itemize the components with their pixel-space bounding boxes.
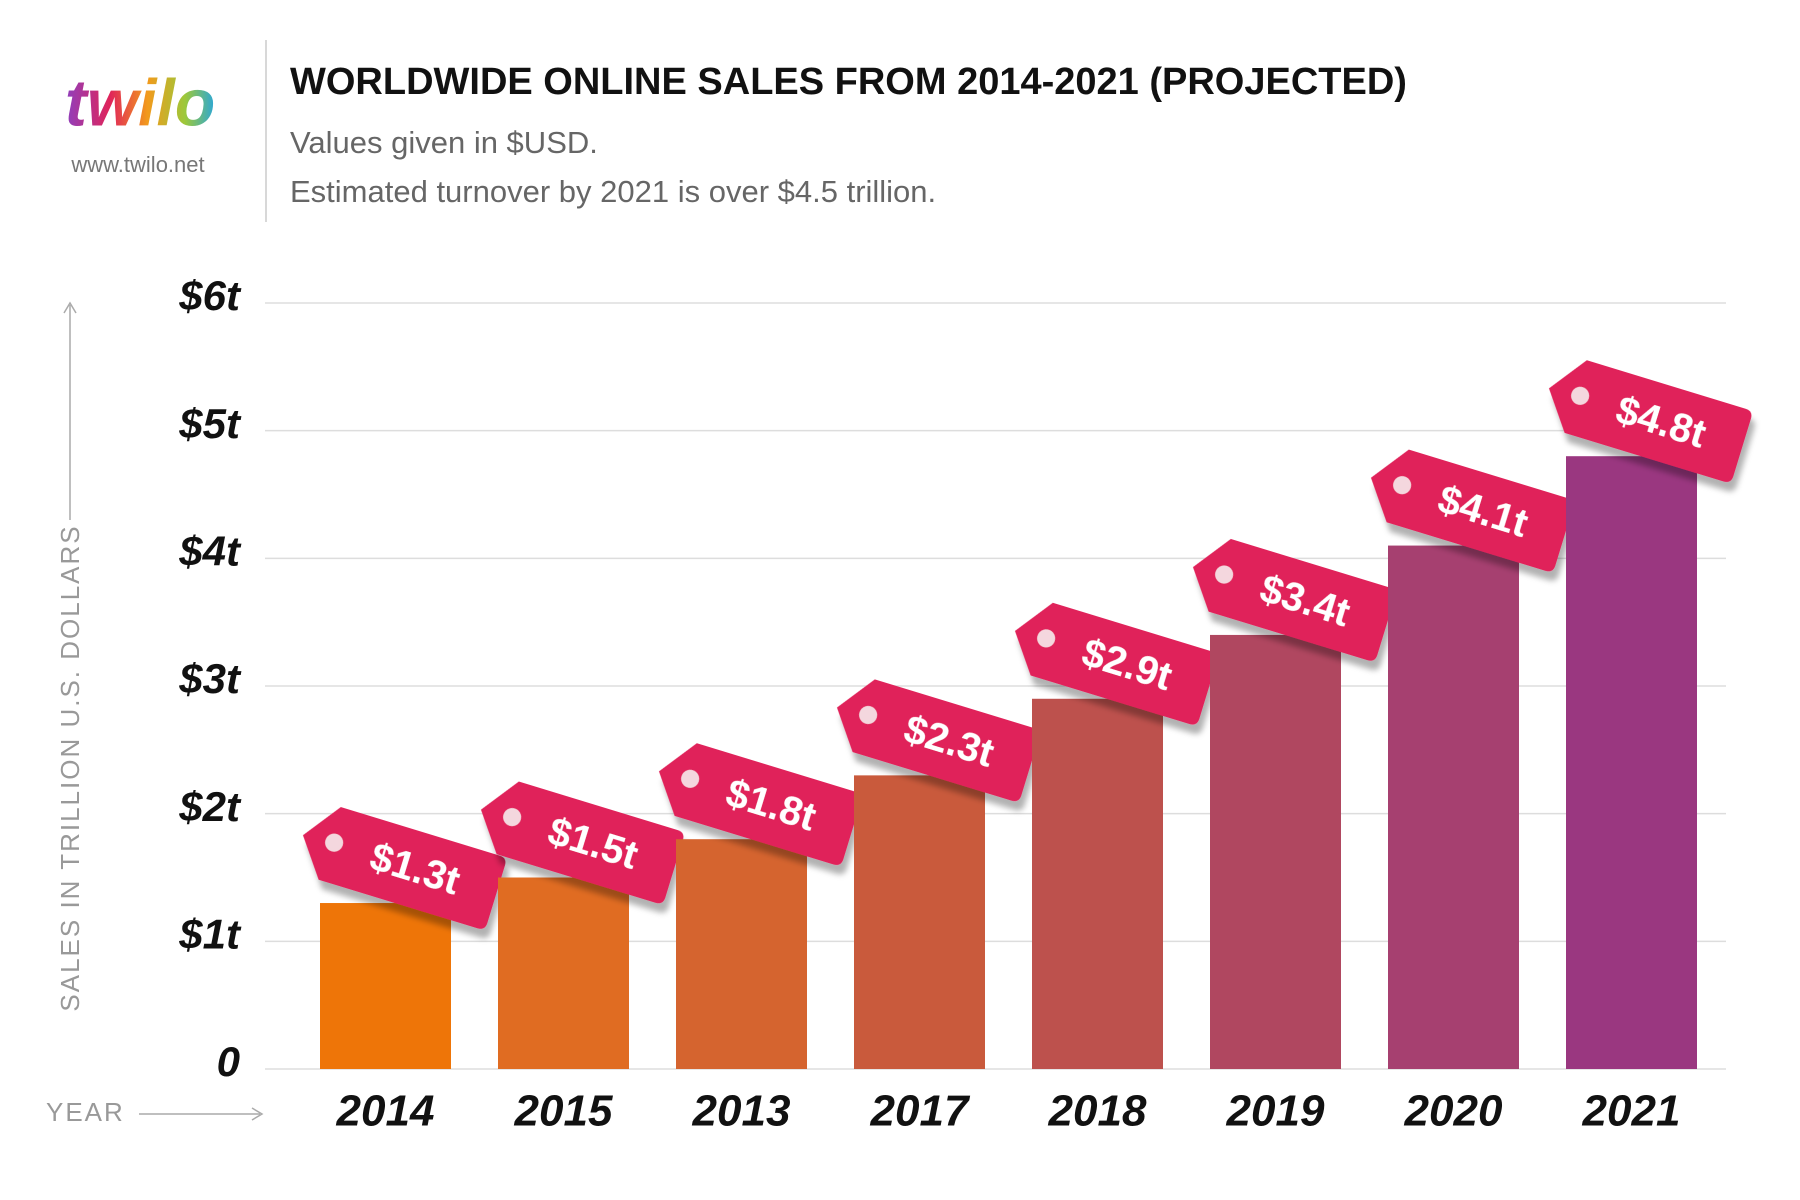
y-tick-label: $1t	[178, 910, 242, 957]
price-tag: $2.9t	[1014, 602, 1218, 725]
price-tag: $1.8t	[658, 743, 862, 865]
bar	[854, 775, 985, 1069]
price-tag-shape	[1192, 538, 1396, 661]
x-tick-label: 2013	[692, 1087, 791, 1136]
price-tag: $1.3t	[302, 807, 506, 929]
price-tag-shape	[1014, 602, 1218, 725]
price-tag-hole	[1037, 629, 1056, 648]
price-tag-hole	[1215, 565, 1234, 584]
bar	[1566, 456, 1697, 1069]
price-tag-hole	[1571, 386, 1590, 405]
price-tag-hole	[503, 808, 522, 827]
x-axis-arrow-head	[251, 1107, 264, 1121]
y-axis-label: SALES IN TRILLION U.S. DOLLARS	[55, 524, 85, 1011]
y-axis-arrow-head	[63, 301, 77, 314]
logo: twilo	[65, 65, 215, 139]
price-tag: $2.3t	[836, 679, 1040, 802]
x-tick-label: 2020	[1404, 1087, 1503, 1136]
x-tick-label: 2015	[514, 1087, 613, 1136]
x-tick-label: 2017	[870, 1087, 971, 1136]
price-tag-shape	[658, 743, 862, 865]
x-tick-label: 2018	[1048, 1087, 1147, 1136]
bar	[1032, 698, 1163, 1069]
x-axis-label: YEAR	[46, 1097, 125, 1127]
price-tag-shape	[836, 679, 1040, 802]
price-tag-hole	[859, 705, 878, 724]
bar	[1210, 634, 1341, 1069]
price-tag-hole	[681, 769, 700, 788]
price-tag-hole	[325, 833, 344, 852]
price-tag: $1.5t	[480, 781, 684, 904]
y-tick-label: 0	[217, 1038, 240, 1085]
logo-url: www.twilo.net	[70, 152, 204, 177]
chart-title: WORLDWIDE ONLINE SALES FROM 2014-2021 (P…	[290, 61, 1407, 103]
y-tick-label: $5t	[178, 400, 242, 447]
y-tick-label: $3t	[178, 655, 242, 702]
y-tick-label: $6t	[178, 272, 242, 319]
x-tick-label: 2021	[1582, 1087, 1681, 1136]
price-tag: $3.4t	[1192, 538, 1396, 661]
y-tick-label: $2t	[178, 783, 242, 830]
x-tick-label: 2019	[1226, 1087, 1325, 1136]
y-tick-label: $4t	[178, 527, 242, 574]
bar	[498, 877, 629, 1069]
x-tick-label: 2014	[336, 1087, 435, 1136]
price-tag-shape	[302, 807, 506, 929]
bar	[676, 839, 807, 1069]
price-tag-shape	[1370, 449, 1574, 572]
price-tag: $4.1t	[1370, 449, 1574, 572]
price-tag-hole	[1393, 476, 1412, 495]
price-tag: $4.8t	[1548, 360, 1752, 482]
subtitle: Values given in $USD.	[290, 125, 598, 160]
price-tag-shape	[1548, 360, 1752, 482]
price-tag-shape	[480, 781, 684, 904]
bar	[1388, 545, 1519, 1069]
subtitle: Estimated turnover by 2021 is over $4.5 …	[290, 174, 936, 209]
bar	[320, 903, 451, 1069]
